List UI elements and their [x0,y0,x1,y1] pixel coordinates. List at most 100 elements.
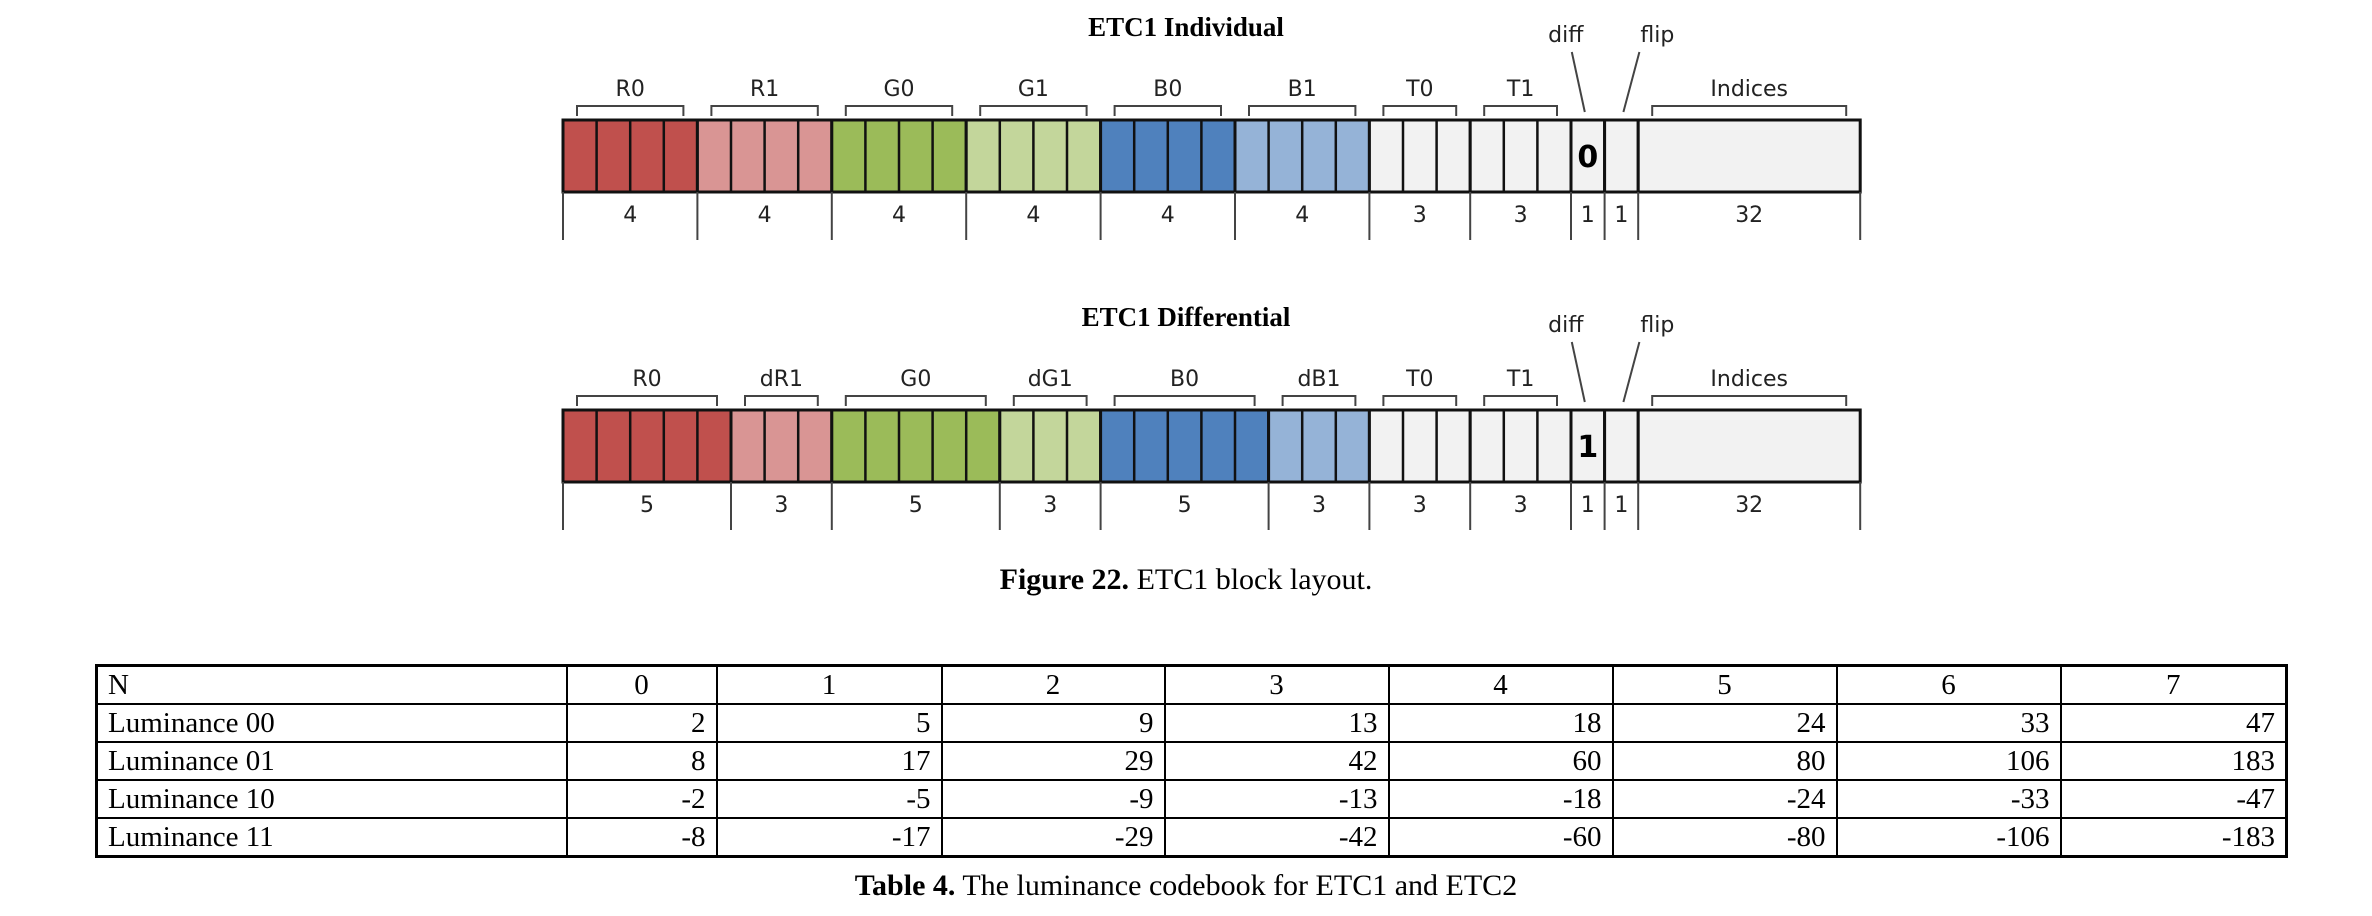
table-header-cell: 1 [715,664,943,705]
field-label: T1 [1506,77,1534,102]
bit-width-label: 4 [758,203,772,228]
table-header-cell: 0 [565,664,718,705]
table-cell: -42 [1163,817,1390,858]
bit-width-label: 1 [1614,203,1628,228]
row-label: Luminance 00 [95,703,568,743]
table-cell: 42 [1163,741,1390,781]
bit-width-label: 5 [1178,493,1192,518]
table-cell: 60 [1387,741,1614,781]
bit-width-label: 1 [1614,493,1628,518]
table-cell: -47 [2059,779,2288,819]
bit-width-label: 3 [1413,493,1427,518]
table-caption: Table 4. The luminance codebook for ETC1… [0,869,2372,903]
row-label: Luminance 01 [95,741,568,781]
field-label: dG1 [1028,367,1073,392]
table-cell: -9 [940,779,1166,819]
field-label: flip [1640,313,1674,338]
row-label: Luminance 10 [95,779,568,819]
table-caption-text: The luminance codebook for ETC1 and ETC2 [955,869,1518,902]
bit-field-flip [1604,410,1639,482]
table-row: Luminance 01 8 17 29 42 60 80 106 183 [95,741,2288,781]
table-cell: -8 [565,817,718,858]
diagram-title: ETC1 Individual [1088,12,1284,42]
table-row: Luminance 10 -2 -5 -9 -13 -18 -24 -33 -4… [95,779,2288,819]
table-cell: 106 [1835,741,2062,781]
bit-width-label: 4 [1295,203,1309,228]
field-bracket [744,395,819,406]
table-cell: 33 [1835,703,2062,743]
table-cell: 17 [715,741,943,781]
field-label: diff [1548,313,1584,338]
bit-width-label: 4 [1026,203,1040,228]
table-cell: -2 [565,779,718,819]
table-cell: 8 [565,741,718,781]
table-cell: -33 [1835,779,2062,819]
field-label: dB1 [1297,367,1340,392]
bit-field-g0 [831,410,1000,482]
table-cell: -183 [2059,817,2288,858]
table-header-cell: 5 [1611,664,1838,705]
field-label: G0 [883,77,914,102]
bit-width-label: 4 [623,203,637,228]
bit-field-t0 [1369,120,1471,192]
field-pointer [1622,51,1641,113]
flag-value: 1 [1577,430,1598,465]
field-label: R0 [632,367,661,392]
bit-width-label: 1 [1581,493,1595,518]
table-cell: 183 [2059,741,2288,781]
field-label: B1 [1288,77,1317,102]
field-label: Indices [1710,367,1788,392]
table-cell: -80 [1611,817,1838,858]
field-pointer [1622,341,1641,403]
field-bracket [710,105,819,116]
field-label: dR1 [760,367,803,392]
field-bracket [576,105,685,116]
bit-field-indices [1638,120,1861,192]
field-bracket [1651,105,1848,116]
field-bracket [1382,395,1458,406]
table-header-cell: 7 [2059,664,2288,705]
bit-field-r0 [563,410,731,482]
row-label: Luminance 11 [95,817,568,858]
field-bracket [844,105,954,116]
field-bracket [576,395,718,406]
field-bracket [1012,395,1088,406]
field-label: B0 [1170,367,1199,392]
table-cell: -18 [1387,779,1614,819]
bit-field-t0 [1369,410,1471,482]
table-cell: 47 [2059,703,2288,743]
table-cell: -29 [940,817,1166,858]
flag-value: 0 [1577,140,1598,175]
field-label: diff [1548,23,1584,48]
bit-field-t1 [1470,120,1571,192]
etc1-block-layout-figure: ETC1 Individual R0 4 R1 4 G0 4 G1 4 B0 4 B1 4 T0 3 T1 3 0… [561,12,1862,530]
bit-field-flip [1604,120,1639,192]
field-label: Indices [1710,77,1788,102]
field-bracket [1248,105,1357,116]
table-row: Luminance 00 2 5 9 13 18 24 33 47 [95,703,2288,743]
field-pointer [1570,51,1586,113]
bit-width-label: 5 [640,493,654,518]
table-cell: 5 [715,703,943,743]
field-pointer [1570,341,1586,403]
table-cell: -106 [1835,817,2062,858]
field-bracket [1382,105,1458,116]
table-cell: -5 [715,779,943,819]
bit-field-db1 [1268,410,1370,482]
field-bracket [1113,395,1256,406]
bit-field-dg1 [999,410,1101,482]
field-bracket [979,105,1088,116]
bit-field-outline [1636,408,1862,484]
field-label: flip [1640,23,1674,48]
table-caption-number: Table 4. [854,869,956,902]
bit-field-outline [1636,118,1862,194]
table-header-row: N 0 1 2 3 4 5 6 7 [95,664,2288,705]
field-bracket [1281,395,1357,406]
field-label: R0 [616,77,645,102]
field-bracket [1113,105,1222,116]
bit-field-diff [1571,410,1605,482]
bit-width-label: 3 [1312,493,1326,518]
bit-width-label: 3 [1413,203,1427,228]
table-cell: 9 [940,703,1166,743]
bit-field-dr1 [731,410,832,482]
